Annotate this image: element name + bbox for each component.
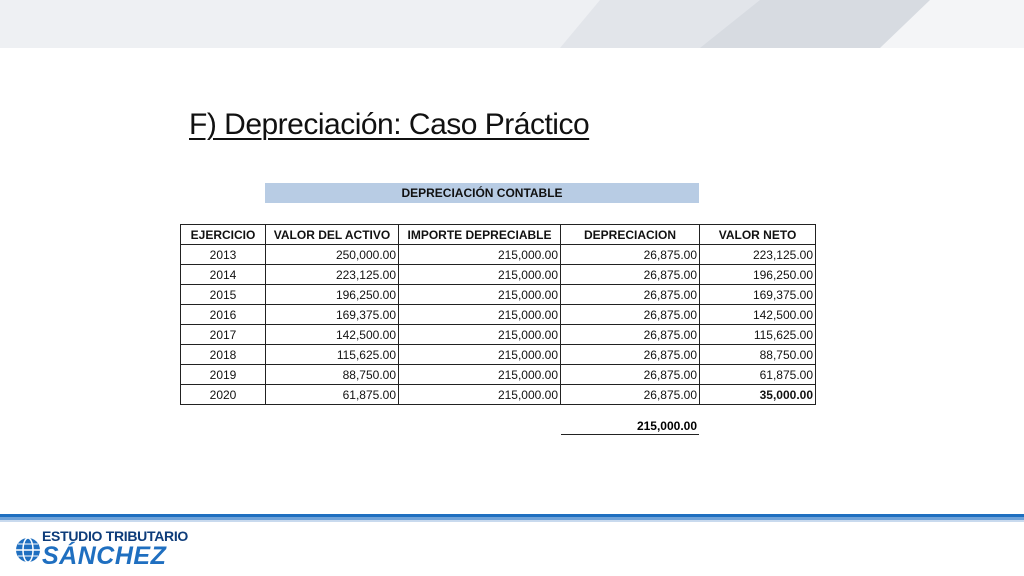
table-row: 2020 61,875.00 215,000.00 26,875.00 35,0… xyxy=(180,384,816,405)
cell-net-value: 88,750.00 xyxy=(699,344,816,365)
cell-depreciable-amount: 215,000.00 xyxy=(398,284,561,305)
table-row: 2017 142,500.00 215,000.00 26,875.00 115… xyxy=(180,324,816,345)
cell-asset-value: 61,875.00 xyxy=(265,384,399,405)
page-title: F) Depreciación: Caso Práctico xyxy=(189,108,590,141)
cell-asset-value: 88,750.00 xyxy=(265,364,399,385)
cell-year: 2017 xyxy=(180,324,266,345)
header-valor-activo: VALOR DEL ACTIVO xyxy=(265,224,399,245)
cell-depreciable-amount: 215,000.00 xyxy=(398,304,561,325)
table-row: 2018 115,625.00 215,000.00 26,875.00 88,… xyxy=(180,344,816,365)
cell-depreciation: 26,875.00 xyxy=(560,304,700,325)
cell-depreciable-amount: 215,000.00 xyxy=(398,244,561,265)
header-decoration xyxy=(0,0,1024,48)
cell-asset-value: 196,250.00 xyxy=(265,284,399,305)
header-valor-neto: VALOR NETO xyxy=(699,224,816,245)
cell-asset-value: 250,000.00 xyxy=(265,244,399,265)
cell-depreciable-amount: 215,000.00 xyxy=(398,324,561,345)
cell-year: 2013 xyxy=(180,244,266,265)
header-depreciacion: DEPRECIACION xyxy=(560,224,700,245)
table-row: 2014 223,125.00 215,000.00 26,875.00 196… xyxy=(180,264,816,285)
footer-decoration xyxy=(0,514,1024,576)
cell-net-value-final: 35,000.00 xyxy=(699,384,816,405)
table-row: 2016 169,375.00 215,000.00 26,875.00 142… xyxy=(180,304,816,325)
cell-year: 2016 xyxy=(180,304,266,325)
cell-year: 2020 xyxy=(180,384,266,405)
cell-net-value: 169,375.00 xyxy=(699,284,816,305)
cell-net-value: 115,625.00 xyxy=(699,324,816,345)
cell-asset-value: 142,500.00 xyxy=(265,324,399,345)
table-row: 2013 250,000.00 215,000.00 26,875.00 223… xyxy=(180,244,816,265)
cell-asset-value: 223,125.00 xyxy=(265,264,399,285)
table-row: 2019 88,750.00 215,000.00 26,875.00 61,8… xyxy=(180,364,816,385)
globe-icon xyxy=(16,537,40,563)
cell-depreciable-amount: 215,000.00 xyxy=(398,384,561,405)
cell-depreciation: 26,875.00 xyxy=(560,244,700,265)
table-row: 2015 196,250.00 215,000.00 26,875.00 169… xyxy=(180,284,816,305)
cell-asset-value: 115,625.00 xyxy=(265,344,399,365)
depreciation-table: EJERCICIO VALOR DEL ACTIVO IMPORTE DEPRE… xyxy=(180,224,816,405)
cell-year: 2019 xyxy=(180,364,266,385)
cell-depreciable-amount: 215,000.00 xyxy=(398,264,561,285)
logo-line1: ESTUDIO TRIBUTARIO xyxy=(42,528,189,544)
cell-asset-value: 169,375.00 xyxy=(265,304,399,325)
cell-depreciation: 26,875.00 xyxy=(560,364,700,385)
total-depreciation: 215,000.00 xyxy=(561,418,699,435)
cell-depreciation: 26,875.00 xyxy=(560,284,700,305)
cell-net-value: 196,250.00 xyxy=(699,264,816,285)
cell-year: 2018 xyxy=(180,344,266,365)
header-ejercicio: EJERCICIO xyxy=(180,224,266,245)
cell-depreciation: 26,875.00 xyxy=(560,384,700,405)
cell-depreciable-amount: 215,000.00 xyxy=(398,344,561,365)
table-caption: DEPRECIACIÓN CONTABLE xyxy=(265,183,699,203)
cell-depreciation: 26,875.00 xyxy=(560,344,700,365)
cell-net-value: 142,500.00 xyxy=(699,304,816,325)
cell-depreciable-amount: 215,000.00 xyxy=(398,364,561,385)
cell-year: 2015 xyxy=(180,284,266,305)
cell-depreciation: 26,875.00 xyxy=(560,324,700,345)
cell-depreciation: 26,875.00 xyxy=(560,264,700,285)
logo-line2: SÁNCHEZ xyxy=(42,542,167,570)
cell-year: 2014 xyxy=(180,264,266,285)
table-header-row: EJERCICIO VALOR DEL ACTIVO IMPORTE DEPRE… xyxy=(180,224,816,245)
cell-net-value: 61,875.00 xyxy=(699,364,816,385)
cell-net-value: 223,125.00 xyxy=(699,244,816,265)
header-importe-depreciable: IMPORTE DEPRECIABLE xyxy=(398,224,561,245)
